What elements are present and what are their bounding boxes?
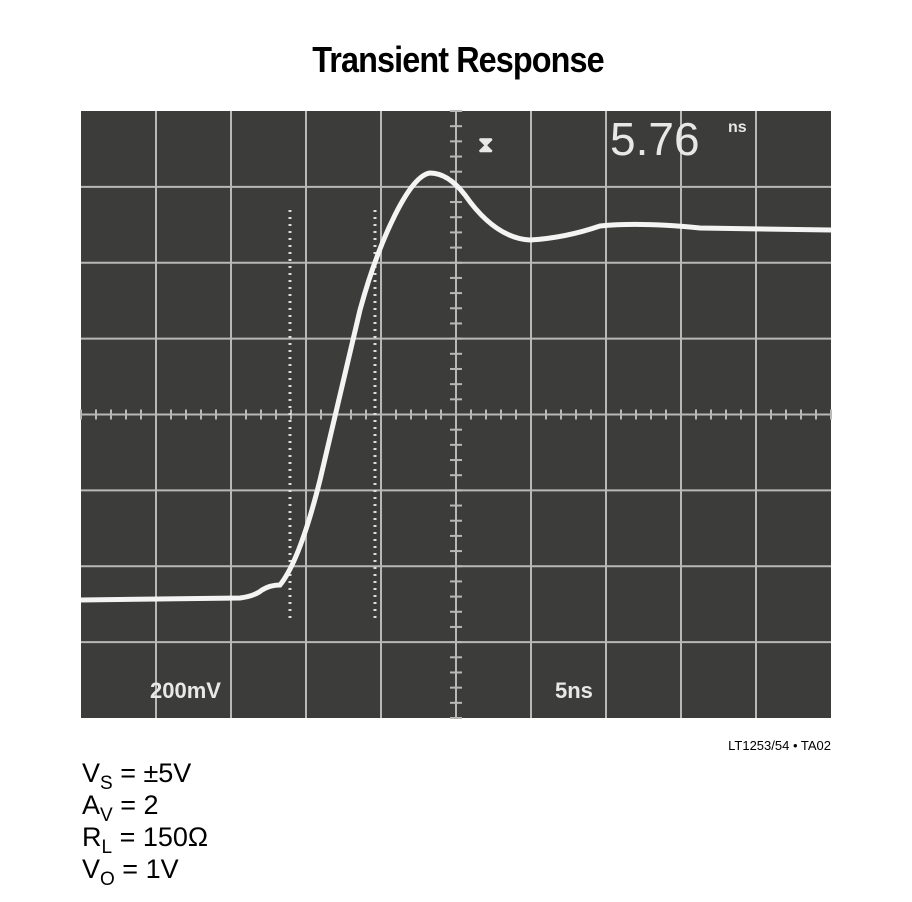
title: Transient Response: [312, 40, 604, 80]
condition: VO = 1V: [82, 854, 179, 890]
condition-subscript: S: [100, 773, 113, 794]
condition-text: = 1V: [115, 854, 179, 884]
condition-subscript: L: [102, 837, 113, 858]
trigger-marker: ⧗: [478, 132, 493, 157]
readout-unit: ns: [728, 119, 747, 136]
condition-text: = 2: [113, 790, 159, 820]
condition: RL = 150Ω: [82, 822, 208, 858]
vertical-scale: 200mV: [150, 678, 221, 703]
condition-subscript: O: [100, 869, 115, 890]
waveform: [80, 170, 832, 603]
condition-symbol: A: [82, 790, 100, 820]
figure-id: LT1253/54 • TA02: [728, 738, 831, 753]
readout-value: 5.76: [610, 113, 700, 165]
condition-symbol: V: [82, 854, 100, 884]
condition-subscript: V: [100, 805, 113, 826]
condition-symbol: R: [82, 822, 102, 852]
condition-text: = ±5V: [113, 758, 192, 788]
condition-symbol: V: [82, 758, 100, 788]
condition-text: = 150Ω: [112, 822, 208, 852]
condition: VS = ±5V: [82, 758, 191, 794]
horizontal-scale: 5ns: [555, 678, 593, 703]
condition: AV = 2: [82, 790, 159, 826]
